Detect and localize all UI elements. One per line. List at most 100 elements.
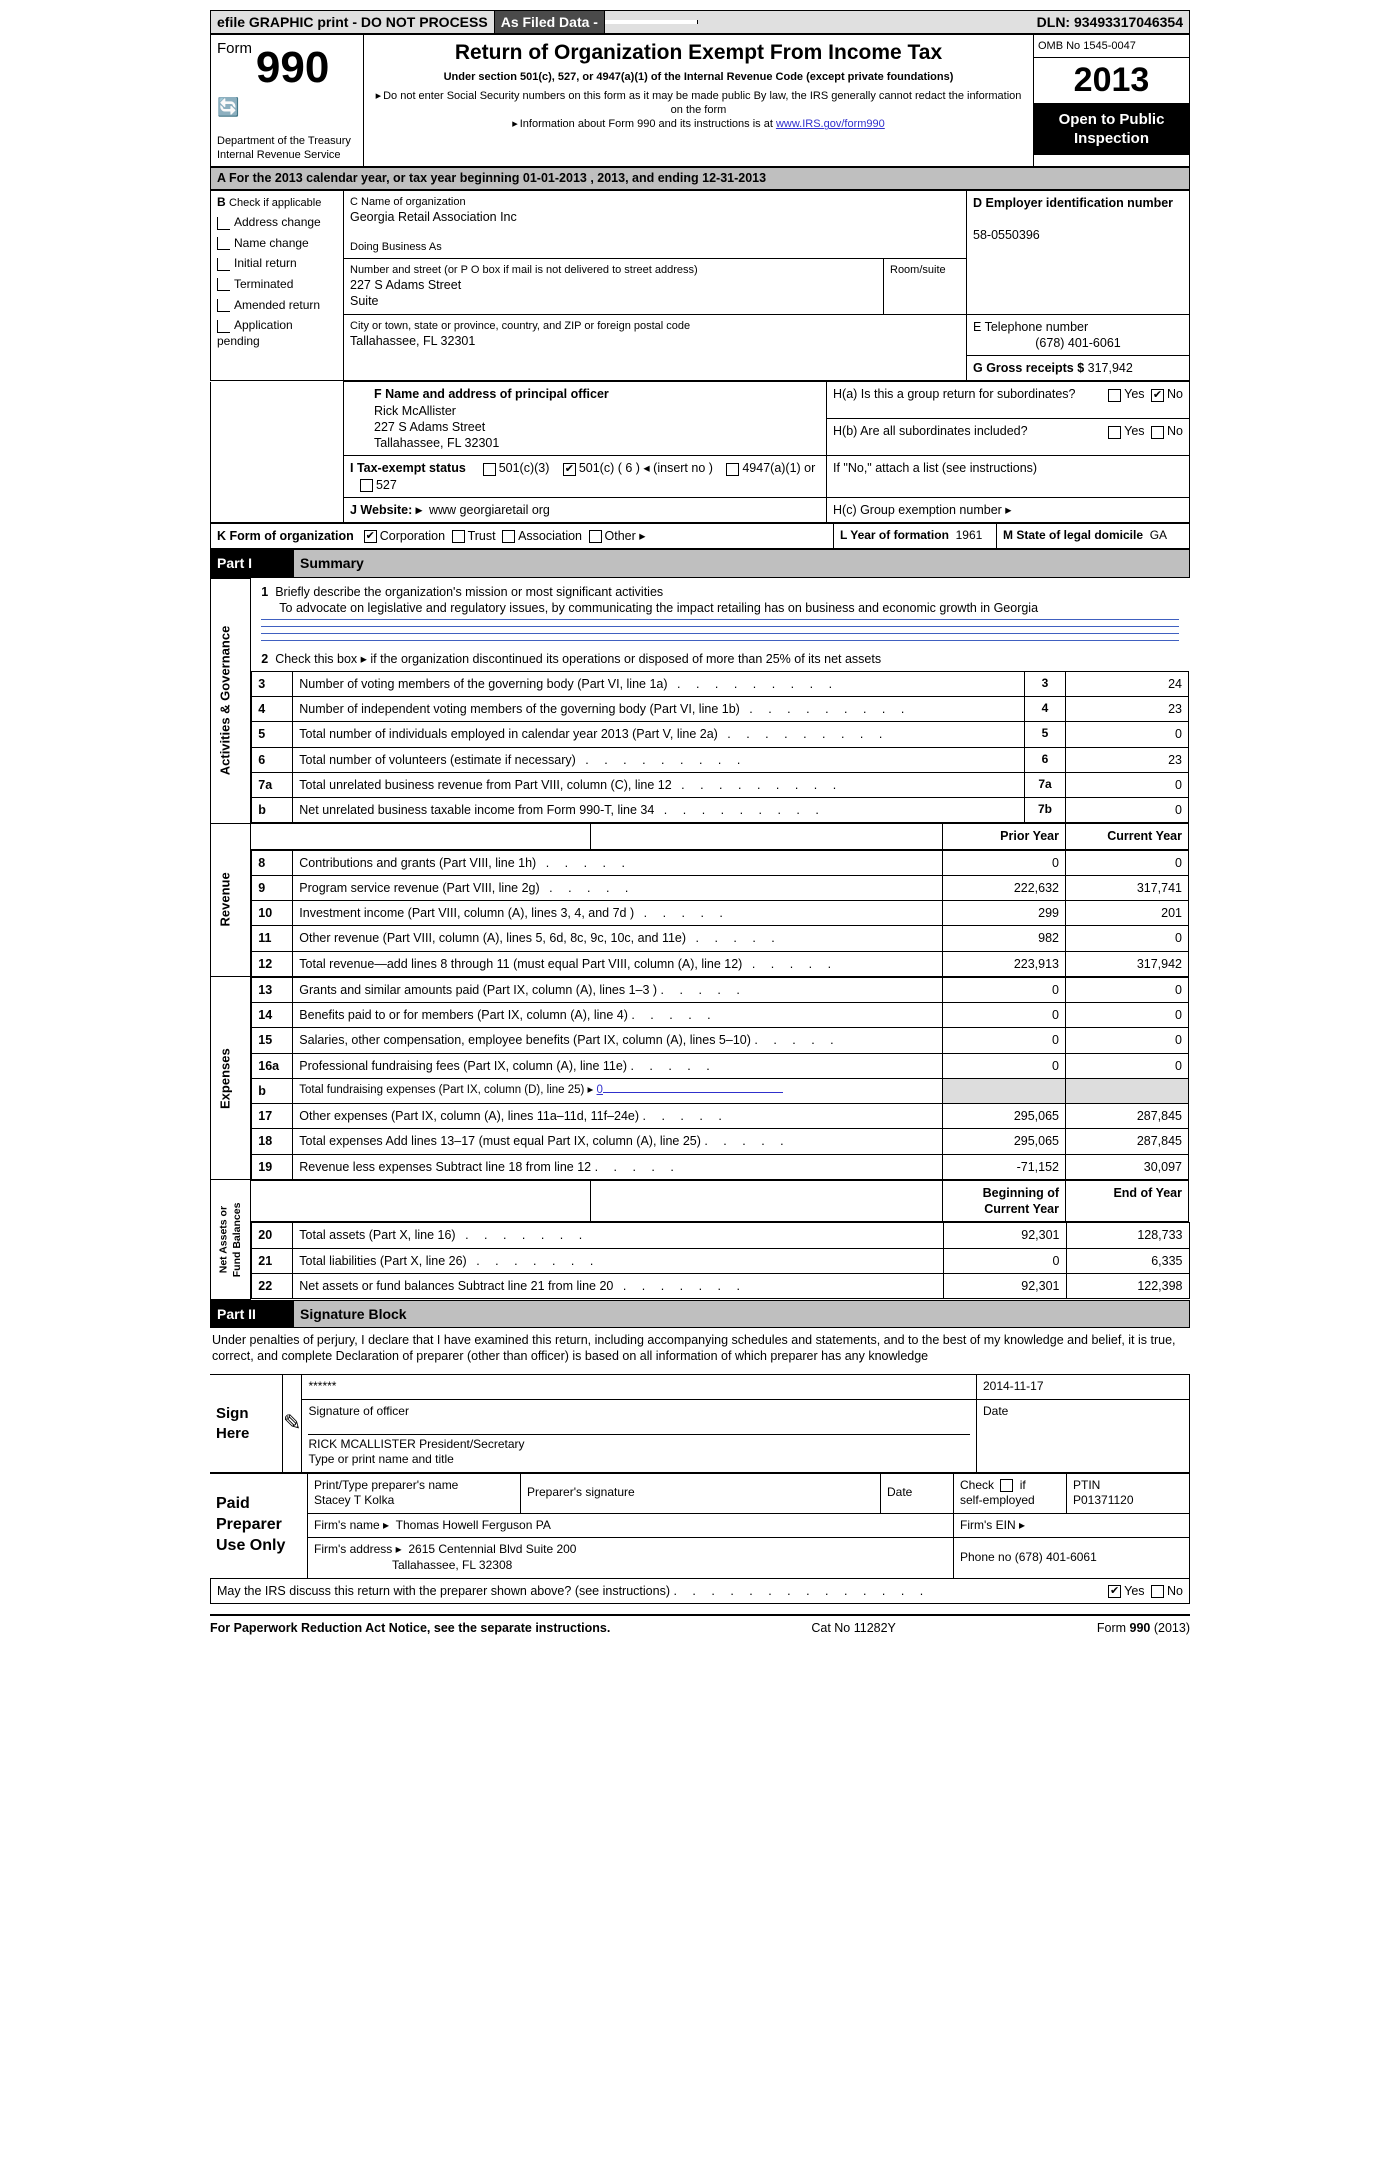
line-text: Total number of volunteers (estimate if …: [293, 747, 1025, 772]
line-number: 22: [252, 1273, 293, 1298]
dba-label: Doing Business As: [350, 241, 442, 253]
line-number: 10: [252, 901, 293, 926]
line-box: 7a: [1025, 772, 1066, 797]
i-501c3-checkbox[interactable]: [483, 463, 496, 476]
line-number: 6: [252, 747, 293, 772]
blank-cell: [605, 20, 698, 24]
line-text: Revenue less expenses Subtract line 18 f…: [293, 1154, 943, 1179]
current-year-value: 287,845: [1066, 1104, 1189, 1129]
irs-yes-checkbox[interactable]: ✔: [1108, 1585, 1121, 1598]
form-number: 990: [256, 39, 329, 96]
dln-cell: DLN: 93493317046354: [1031, 11, 1189, 33]
part1-label: Part I: [211, 550, 294, 577]
line-text: Benefits paid to or for members (Part IX…: [293, 1003, 943, 1028]
current-year-value: 0: [1066, 1028, 1189, 1053]
yes-label-2: Yes: [1124, 424, 1144, 438]
officer-name: Rick McAllister: [374, 404, 456, 418]
line-number: 12: [252, 951, 293, 976]
irs-no-checkbox[interactable]: [1151, 1585, 1164, 1598]
checkbox-b-0[interactable]: [217, 217, 230, 230]
no-label: No: [1167, 387, 1183, 401]
firm-addr-label: Firm's address ▸: [314, 1542, 402, 1556]
checkbox-b-1[interactable]: [217, 237, 230, 250]
i-527-checkbox[interactable]: [360, 479, 373, 492]
checkbox-b-2[interactable]: [217, 258, 230, 271]
prior-year-value: 0: [943, 1003, 1066, 1028]
line-number: 21: [252, 1248, 293, 1273]
current-year-value: 0: [1066, 926, 1189, 951]
line-value: 0: [1066, 798, 1189, 823]
section-revenue: Revenue: [211, 823, 251, 977]
b-opt-2: Initial return: [234, 256, 297, 270]
line-number: b: [252, 1078, 293, 1103]
hb-yes-checkbox[interactable]: [1108, 426, 1121, 439]
website-value: www georgiaretail org: [429, 503, 550, 517]
line-text: Professional fundraising fees (Part IX, …: [293, 1053, 943, 1078]
line-text: Program service revenue (Part VIII, line…: [293, 875, 943, 900]
firm-name: Thomas Howell Ferguson PA: [396, 1518, 551, 1532]
tax-year: 2013: [1034, 58, 1189, 103]
ha-yes-checkbox[interactable]: [1108, 389, 1121, 402]
line-number: 5: [252, 722, 293, 747]
line-text: Grants and similar amounts paid (Part IX…: [293, 977, 943, 1002]
part1-body: Activities & Governance 1 Briefly descri…: [210, 578, 1190, 1300]
self-employed-checkbox[interactable]: [1000, 1479, 1013, 1492]
line-value: 23: [1066, 747, 1189, 772]
checkbox-b-5[interactable]: [217, 320, 230, 333]
j-label: J Website: ▸: [350, 503, 422, 517]
k-checkbox-2[interactable]: [502, 530, 515, 543]
k-opt-1: Trust: [468, 529, 496, 543]
section-activities-governance: Activities & Governance: [211, 578, 251, 823]
hb-no-checkbox[interactable]: [1151, 426, 1164, 439]
i-4947-checkbox[interactable]: [726, 463, 739, 476]
section-klm: K Form of organization ✔Corporation Trus…: [210, 523, 1190, 549]
header-table: Form 990 🔄 Department of the Treasury In…: [210, 34, 1190, 167]
signature-table: Sign Here ✎ ****** 2014-11-17 Signature …: [210, 1374, 1190, 1472]
b-opt-4: Amended return: [234, 298, 320, 312]
part2-label: Part II: [211, 1300, 294, 1327]
section-a-taxyear: A For the 2013 calendar year, or tax yea…: [210, 167, 1190, 189]
line-number: b: [252, 798, 293, 823]
checkbox-b-4[interactable]: [217, 299, 230, 312]
as-filed-label: As Filed Data -: [495, 11, 605, 33]
preparer-sig-label: Preparer's signature: [521, 1473, 881, 1513]
gross-receipts: 317,942: [1088, 361, 1133, 375]
phone-value: (678) 401-6061: [1015, 1550, 1097, 1564]
prior-year-value: [943, 1078, 1066, 1103]
prior-year-value: -71,152: [943, 1154, 1066, 1179]
irs-discuss-question: May the IRS discuss this return with the…: [217, 1584, 670, 1598]
k-checkbox-1[interactable]: [452, 530, 465, 543]
hb-question: H(b) Are all subordinates included?: [833, 424, 1028, 438]
no-label-2: No: [1167, 424, 1183, 438]
k-checkbox-0[interactable]: ✔: [364, 530, 377, 543]
hc-label: H(c) Group exemption number ▸: [827, 497, 1190, 522]
i-501c-label: 501(c) ( 6 ) ◂ (insert no ): [579, 461, 713, 475]
info-link[interactable]: www.IRS.gov/form990: [776, 118, 885, 130]
firm-name-label: Firm's name ▸: [314, 1518, 389, 1532]
fundraising-link[interactable]: 0: [597, 1084, 603, 1096]
efile-label: efile GRAPHIC print - DO NOT PROCESS: [211, 11, 495, 33]
line-number: 17: [252, 1104, 293, 1129]
footer-left: For Paperwork Reduction Act Notice, see …: [210, 1620, 610, 1636]
footer-center: Cat No 11282Y: [811, 1620, 896, 1636]
end-year-value: 128,733: [1066, 1223, 1189, 1248]
checkbox-b-3[interactable]: [217, 278, 230, 291]
declaration-text: Under penalties of perjury, I declare th…: [210, 1328, 1190, 1369]
section-bcdefg: B Check if applicable Address changeName…: [210, 190, 1190, 382]
line-number: 16a: [252, 1053, 293, 1078]
current-year-value: 0: [1066, 1003, 1189, 1028]
i-501c-checkbox[interactable]: ✔: [563, 463, 576, 476]
line-number: 8: [252, 850, 293, 875]
line-number: 11: [252, 926, 293, 951]
self-employed-label: Check ifself-employed: [960, 1478, 1035, 1508]
b-opt-0: Address change: [234, 215, 321, 229]
b-check-label: Check if applicable: [229, 197, 321, 209]
part1-header: Part I Summary: [210, 549, 1190, 577]
hb-note: If "No," attach a list (see instructions…: [827, 456, 1190, 498]
prior-year-value: 982: [943, 926, 1066, 951]
addr-label: Number and street (or P O box if mail is…: [350, 264, 698, 276]
ha-no-checkbox[interactable]: ✔: [1151, 389, 1164, 402]
line-number: 14: [252, 1003, 293, 1028]
k-checkbox-3[interactable]: [589, 530, 602, 543]
line-text: Salaries, other compensation, employee b…: [293, 1028, 943, 1053]
